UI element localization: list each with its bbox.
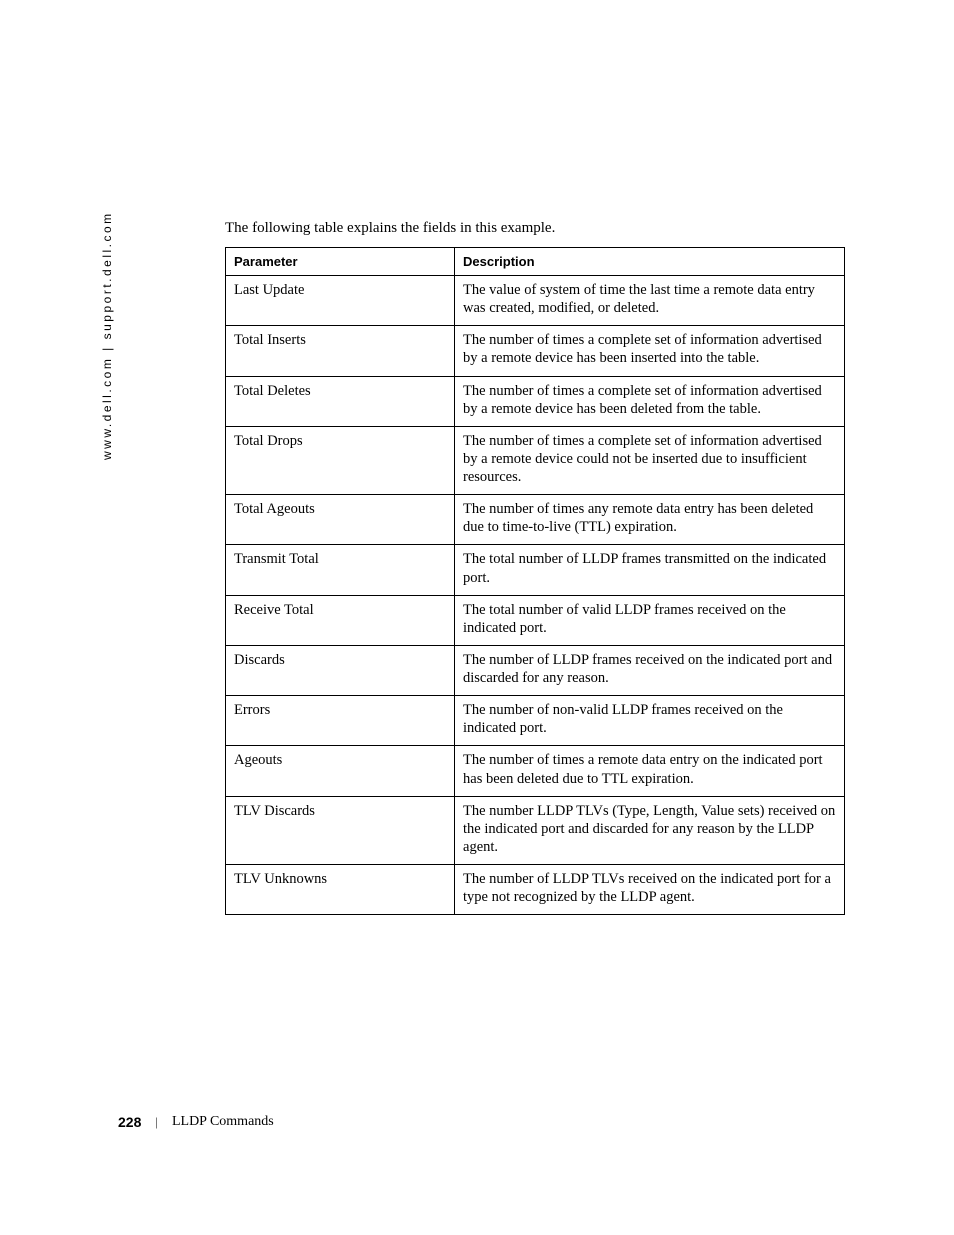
param-name-cell: Last Update — [226, 276, 455, 326]
table-row: Total InsertsThe number of times a compl… — [226, 326, 845, 376]
param-desc-cell: The value of system of time the last tim… — [455, 276, 845, 326]
table-row: TLV DiscardsThe number LLDP TLVs (Type, … — [226, 796, 845, 864]
param-name-cell: Total Ageouts — [226, 495, 455, 545]
param-desc-cell: The number of times a complete set of in… — [455, 376, 845, 426]
intro-paragraph: The following table explains the fields … — [225, 220, 845, 237]
table-row: TLV UnknownsThe number of LLDP TLVs rece… — [226, 865, 845, 915]
table-row: DiscardsThe number of LLDP frames receiv… — [226, 645, 845, 695]
col-header-parameter: Parameter — [226, 248, 455, 276]
param-name-cell: TLV Unknowns — [226, 865, 455, 915]
param-name-cell: Total Inserts — [226, 326, 455, 376]
side-url-label: www.dell.com | support.dell.com — [100, 211, 114, 460]
table-row: AgeoutsThe number of times a remote data… — [226, 746, 845, 796]
param-desc-cell: The number of times a complete set of in… — [455, 326, 845, 376]
param-name-cell: Discards — [226, 645, 455, 695]
main-content: The following table explains the fields … — [225, 220, 845, 915]
param-name-cell: Errors — [226, 696, 455, 746]
table-row: Transmit TotalThe total number of LLDP f… — [226, 545, 845, 595]
col-header-description: Description — [455, 248, 845, 276]
param-desc-cell: The number of LLDP TLVs received on the … — [455, 865, 845, 915]
table-row: Receive TotalThe total number of valid L… — [226, 595, 845, 645]
section-title: LLDP Commands — [172, 1114, 274, 1130]
table-header-row: Parameter Description — [226, 248, 845, 276]
table-row: Total AgeoutsThe number of times any rem… — [226, 495, 845, 545]
param-desc-cell: The total number of valid LLDP frames re… — [455, 595, 845, 645]
param-desc-cell: The number of LLDP frames received on th… — [455, 645, 845, 695]
param-desc-cell: The number of times any remote data entr… — [455, 495, 845, 545]
param-name-cell: TLV Discards — [226, 796, 455, 864]
param-desc-cell: The number of times a complete set of in… — [455, 426, 845, 494]
param-desc-cell: The number of times a remote data entry … — [455, 746, 845, 796]
footer-divider: | — [155, 1114, 158, 1130]
table-row: ErrorsThe number of non-valid LLDP frame… — [226, 696, 845, 746]
table-row: Last UpdateThe value of system of time t… — [226, 276, 845, 326]
param-desc-cell: The number of non-valid LLDP frames rece… — [455, 696, 845, 746]
param-name-cell: Transmit Total — [226, 545, 455, 595]
page-number: 228 — [118, 1114, 141, 1130]
param-name-cell: Total Drops — [226, 426, 455, 494]
param-name-cell: Total Deletes — [226, 376, 455, 426]
table-row: Total DeletesThe number of times a compl… — [226, 376, 845, 426]
param-name-cell: Receive Total — [226, 595, 455, 645]
param-desc-cell: The total number of LLDP frames transmit… — [455, 545, 845, 595]
page-footer: 228 | LLDP Commands — [118, 1114, 274, 1130]
table-row: Total DropsThe number of times a complet… — [226, 426, 845, 494]
parameters-table: Parameter Description Last UpdateThe val… — [225, 247, 845, 915]
param-desc-cell: The number LLDP TLVs (Type, Length, Valu… — [455, 796, 845, 864]
param-name-cell: Ageouts — [226, 746, 455, 796]
